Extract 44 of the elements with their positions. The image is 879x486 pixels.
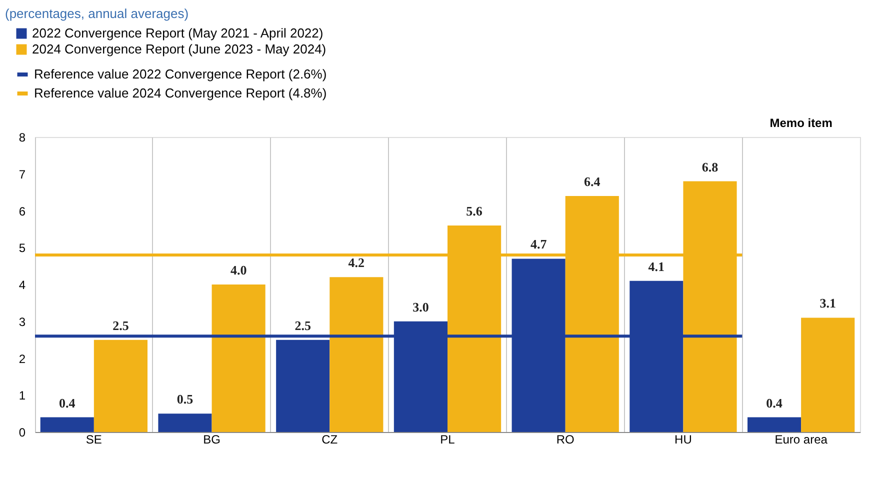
bar: [801, 318, 855, 432]
y-tick-label: 5: [18, 241, 26, 256]
y-tick-label: 6: [18, 204, 26, 218]
data-label: 3.1: [820, 296, 836, 311]
bar: [40, 417, 94, 432]
data-label: 5.6: [466, 204, 483, 218]
x-tick-label: BG: [203, 432, 220, 446]
legend-label: Reference value 2022 Convergence Report (2.6%): [34, 66, 327, 82]
y-tick-label: 7: [18, 167, 26, 182]
x-tick-label: HU: [674, 432, 692, 446]
data-label: 2.5: [112, 318, 130, 333]
data-label: 0.4: [766, 395, 783, 410]
y-tick-label: 3: [18, 314, 26, 329]
bar: [330, 277, 384, 432]
y-tick-label: 1: [18, 388, 26, 403]
data-label: 6.4: [584, 174, 601, 189]
x-tick-label: RO: [556, 432, 574, 446]
data-label: 4.0: [230, 262, 247, 278]
data-label: 4.1: [648, 258, 665, 274]
y-tick-label: 4: [18, 278, 26, 292]
chart-subtitle: (percentages, annual averages): [5, 6, 189, 21]
legend-label: 2024 Convergence Report (June 2023 - May 2024): [32, 42, 326, 56]
x-tick-label: PL: [440, 432, 456, 446]
bar: [276, 340, 330, 432]
data-label: 0.5: [176, 392, 194, 407]
legend-label: 2022 Convergence Report (May 2021 - April 2022): [32, 26, 324, 40]
data-label: 2.5: [294, 318, 312, 333]
legend-label: Reference value 2024 Convergence Report (4.8%): [34, 86, 327, 100]
y-tick-label: 0: [18, 426, 26, 440]
bar: [212, 284, 266, 432]
data-label: 4.2: [348, 255, 365, 270]
bar: [94, 340, 148, 432]
bar: [748, 417, 802, 432]
y-tick-label: 8: [18, 130, 26, 144]
y-tick-label: 2: [18, 352, 26, 366]
data-label: 3.0: [412, 299, 429, 314]
bar: [158, 414, 212, 432]
text: Memo item: [770, 116, 832, 130]
data-label: 6.8: [702, 159, 719, 174]
data-label: 0.4: [59, 395, 76, 410]
data-label: 4.7: [530, 236, 548, 252]
x-tick-label: CZ: [322, 432, 338, 446]
x-tick-label: Euro area: [774, 432, 828, 446]
x-tick-label: SE: [86, 432, 102, 446]
